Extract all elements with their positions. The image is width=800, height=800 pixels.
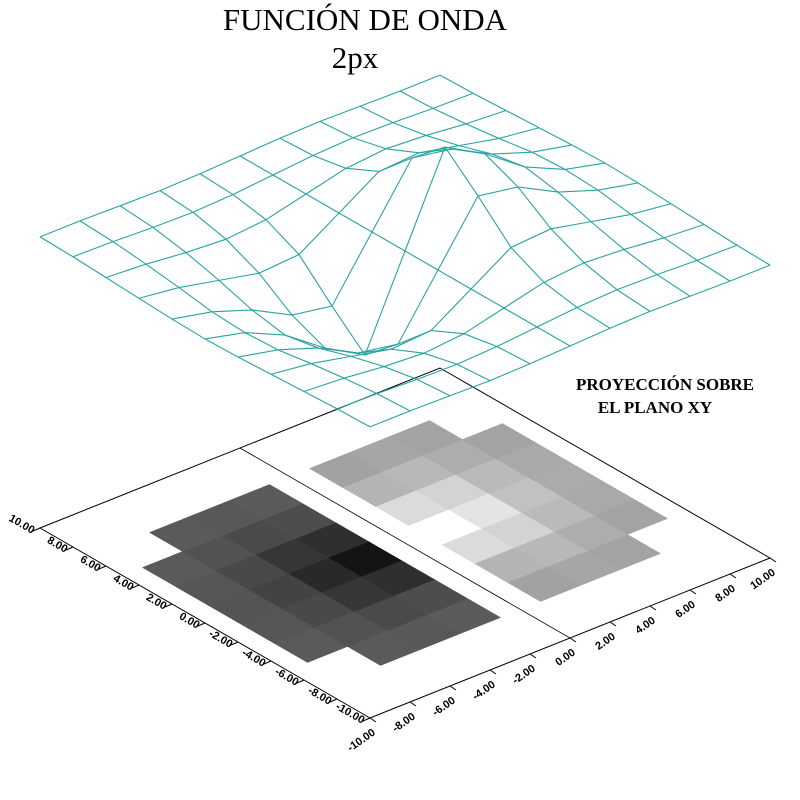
x-tick-label: -10.00	[345, 727, 377, 755]
x-tick-label: -8.00	[390, 711, 417, 735]
y-tick-label: -6.00	[273, 666, 301, 689]
chart-title: FUNCIÓN DE ONDA	[223, 2, 508, 37]
y-tick	[164, 603, 173, 608]
x-tick	[369, 717, 377, 723]
x-tick	[529, 653, 537, 659]
mesh-line	[199, 173, 531, 365]
x-tick	[729, 573, 737, 579]
x-tick-label: 8.00	[713, 583, 737, 605]
projection-cell	[461, 423, 537, 459]
y-tick	[362, 717, 371, 722]
y-tick-label: 6.00	[78, 553, 103, 574]
y-tick	[65, 546, 74, 551]
x-tick	[569, 637, 577, 643]
projection-cell	[228, 484, 304, 520]
x-tick-label: -4.00	[470, 679, 497, 703]
center-line	[239, 447, 571, 639]
mesh-line	[439, 74, 771, 266]
y-tick	[296, 679, 305, 684]
x-tick	[449, 685, 457, 691]
y-tick-label: -10.00	[333, 701, 366, 727]
mesh-line	[119, 205, 451, 397]
y-tick	[197, 622, 206, 627]
mesh-line	[319, 120, 651, 312]
x-tick	[649, 605, 657, 611]
x-tick	[689, 589, 697, 595]
y-tick	[230, 641, 239, 646]
y-tick	[263, 660, 272, 665]
x-tick	[769, 557, 777, 563]
x-tick-label: 10.00	[748, 567, 777, 593]
y-tick-label: 2.00	[144, 591, 169, 612]
x-tick	[609, 621, 617, 627]
x-tick-label: 2.00	[593, 631, 617, 653]
x-tick-label: 0.00	[553, 647, 577, 669]
y-tick-label: -4.00	[240, 647, 268, 670]
x-tick	[409, 701, 417, 707]
x-tick-label: -2.00	[510, 663, 537, 687]
mesh-line	[239, 155, 571, 347]
y-tick-label: -2.00	[207, 628, 235, 651]
x-tick	[489, 669, 497, 675]
y-tick-label: 8.00	[45, 534, 70, 555]
mesh-line	[359, 105, 691, 297]
y-tick-label: 4.00	[111, 572, 136, 593]
y-tick-label: 0.00	[177, 610, 202, 631]
mesh-line	[399, 90, 731, 282]
y-tick	[329, 698, 338, 703]
annotation: EL PLANO XY	[598, 398, 712, 417]
x-tick-label: 4.00	[633, 615, 657, 637]
projection-cell	[388, 420, 464, 456]
x-tick-label: 6.00	[673, 599, 697, 621]
mesh-line	[79, 220, 411, 412]
annotation: PROYECCIÓN SOBRE	[576, 375, 754, 394]
x-tick-label: -6.00	[430, 695, 457, 719]
floor-frame	[38, 367, 772, 719]
chart-subtitle: 2px	[332, 40, 379, 75]
mesh-line	[279, 137, 611, 329]
y-tick-label: -8.00	[306, 685, 334, 708]
y-tick	[98, 565, 107, 570]
y-tick-label: 10.00	[7, 512, 37, 536]
y-tick	[131, 584, 140, 589]
y-tick	[32, 527, 41, 532]
mesh-line	[159, 190, 491, 382]
mesh-line	[39, 236, 371, 428]
